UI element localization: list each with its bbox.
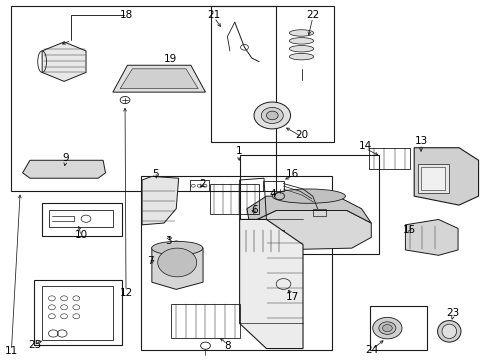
Text: 4: 4 xyxy=(269,189,276,199)
Polygon shape xyxy=(405,220,457,255)
Bar xyxy=(263,181,283,192)
Bar xyxy=(141,176,331,350)
Polygon shape xyxy=(244,211,370,250)
Bar xyxy=(211,6,333,142)
Polygon shape xyxy=(113,65,205,92)
Ellipse shape xyxy=(272,189,345,203)
Text: 7: 7 xyxy=(147,256,154,266)
Ellipse shape xyxy=(437,320,460,342)
Ellipse shape xyxy=(378,322,395,334)
Bar xyxy=(420,167,445,190)
Text: 3: 3 xyxy=(165,236,171,246)
Bar xyxy=(189,180,209,192)
Bar xyxy=(312,209,326,216)
Polygon shape xyxy=(246,196,370,223)
Ellipse shape xyxy=(253,102,290,129)
Text: 6: 6 xyxy=(250,206,257,216)
Text: 21: 21 xyxy=(207,10,221,20)
Text: 8: 8 xyxy=(224,341,230,351)
Bar xyxy=(171,304,239,338)
Text: 15: 15 xyxy=(402,225,415,235)
Polygon shape xyxy=(413,148,478,205)
Bar xyxy=(368,148,409,169)
Bar xyxy=(417,164,448,193)
Polygon shape xyxy=(22,160,105,178)
Bar xyxy=(49,211,113,226)
Text: 10: 10 xyxy=(75,230,87,239)
Polygon shape xyxy=(239,220,303,348)
Ellipse shape xyxy=(372,318,401,339)
Polygon shape xyxy=(42,42,86,81)
Polygon shape xyxy=(152,241,203,289)
Ellipse shape xyxy=(289,53,313,60)
Circle shape xyxy=(382,324,391,332)
Ellipse shape xyxy=(151,241,203,255)
Text: 16: 16 xyxy=(285,168,298,179)
Circle shape xyxy=(266,111,278,120)
Text: 25: 25 xyxy=(28,340,41,350)
Bar xyxy=(42,286,113,339)
Text: 24: 24 xyxy=(365,345,378,355)
Text: 23: 23 xyxy=(446,309,459,318)
Text: 20: 20 xyxy=(295,130,308,140)
Text: 1: 1 xyxy=(235,146,242,156)
Ellipse shape xyxy=(158,248,196,277)
Polygon shape xyxy=(120,69,198,89)
Ellipse shape xyxy=(289,45,313,52)
Text: 22: 22 xyxy=(305,10,319,20)
Ellipse shape xyxy=(261,107,283,123)
Text: 19: 19 xyxy=(163,54,177,64)
Text: 11: 11 xyxy=(5,346,18,356)
Bar xyxy=(11,6,276,191)
Ellipse shape xyxy=(289,38,313,44)
Text: 12: 12 xyxy=(119,288,132,298)
Text: 17: 17 xyxy=(285,292,298,302)
Text: 18: 18 xyxy=(120,10,133,20)
Bar xyxy=(34,280,122,345)
Bar xyxy=(42,203,122,235)
Text: 9: 9 xyxy=(62,153,69,163)
Bar xyxy=(239,155,378,253)
Bar xyxy=(369,306,427,350)
Text: 13: 13 xyxy=(413,136,427,145)
Polygon shape xyxy=(142,176,178,225)
Text: 14: 14 xyxy=(358,141,371,151)
Ellipse shape xyxy=(289,30,313,36)
Text: 2: 2 xyxy=(198,179,205,189)
Text: 5: 5 xyxy=(152,168,158,179)
Bar xyxy=(210,184,259,214)
Ellipse shape xyxy=(441,324,456,338)
Bar xyxy=(242,230,283,252)
